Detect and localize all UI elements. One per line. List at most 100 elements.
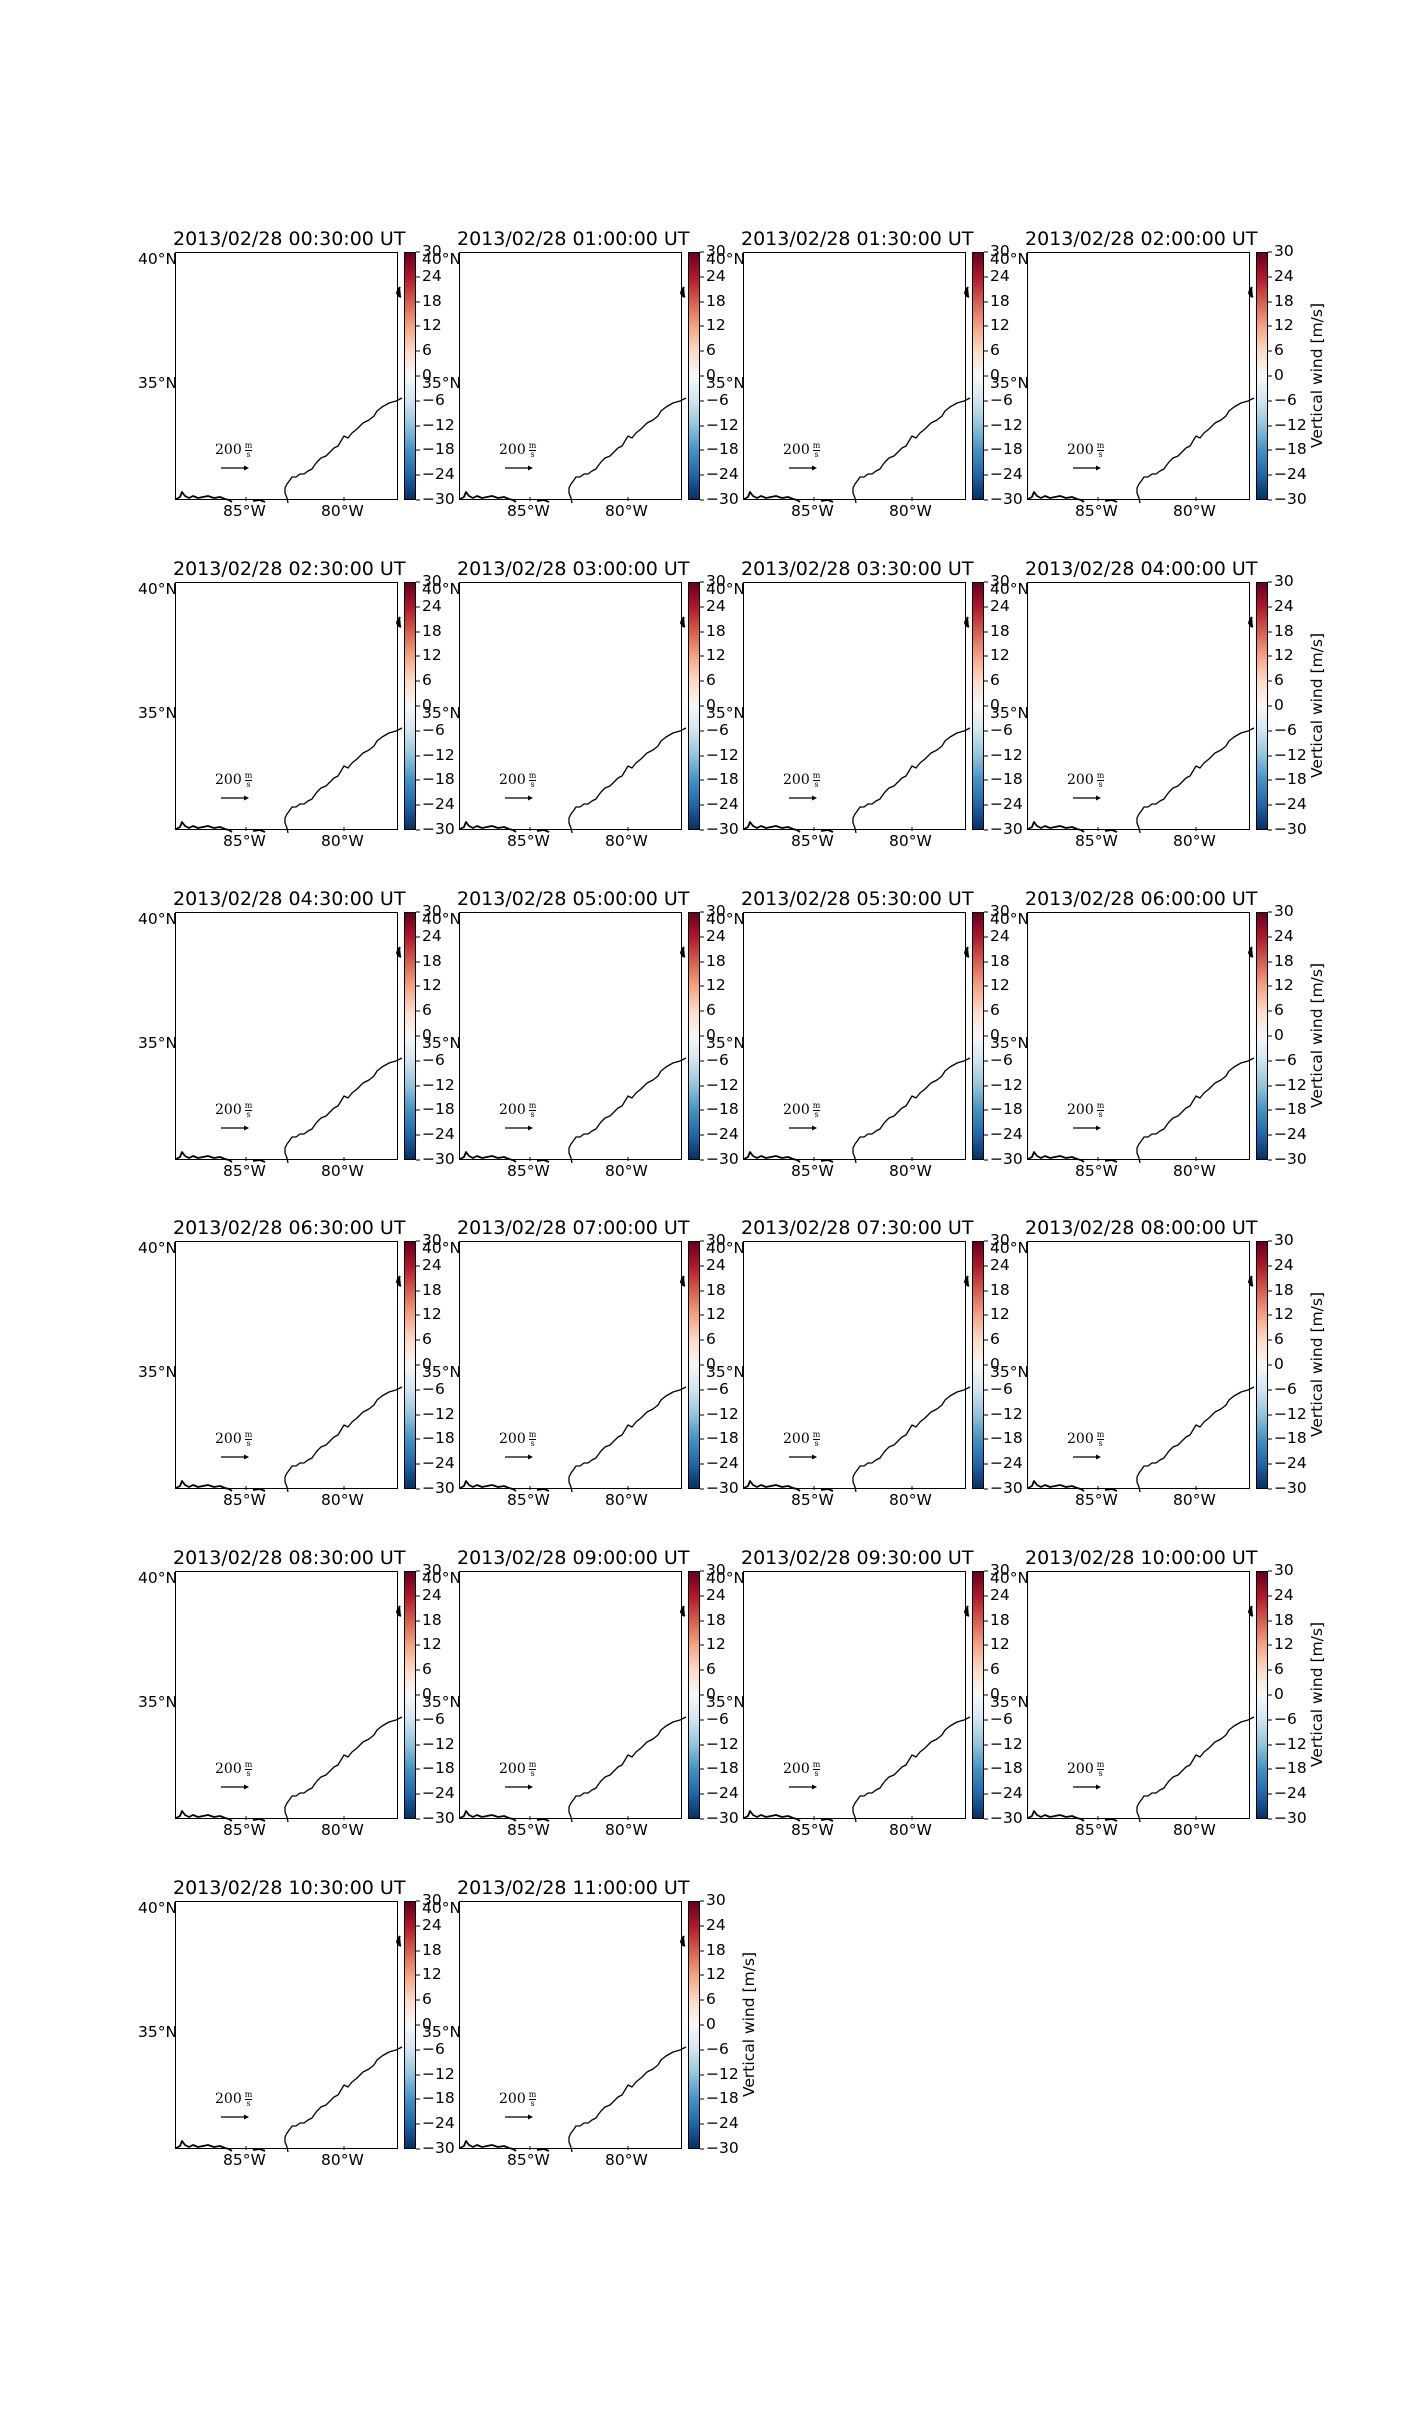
lon-label: 85°W xyxy=(223,1162,266,1180)
panel-title: 2013/02/28 10:00:00 UT xyxy=(1025,1547,1258,1569)
colorbar-tick-mark xyxy=(984,1669,988,1671)
lat-label: 40°N xyxy=(138,1569,178,1587)
colorbar-tick-label: −12 xyxy=(706,745,739,764)
quiver-unit-numerator: m xyxy=(1096,1430,1105,1440)
colorbar-tick-label: 18 xyxy=(706,1610,726,1629)
quiver-key-arrowhead xyxy=(244,2114,249,2120)
colorbar-tick-label: 18 xyxy=(1274,1610,1294,1629)
colorbar-tick-mark xyxy=(1268,1085,1272,1087)
quiver-key-arrowhead xyxy=(244,795,249,801)
quiver-key-value: 200 xyxy=(215,442,242,459)
map-canvas xyxy=(1027,286,1255,504)
colorbar-tick-mark xyxy=(1268,1035,1272,1037)
colorbar-tick-mark xyxy=(1268,1818,1272,1820)
colorbar-tick-mark xyxy=(700,755,704,757)
colorbar-tick-mark xyxy=(700,1744,704,1746)
colorbar-tick-label: −12 xyxy=(1274,1734,1307,1753)
colorbar xyxy=(688,1571,700,1819)
map-axes xyxy=(459,1901,687,2153)
colorbar-tick-mark xyxy=(984,655,988,657)
panel-title: 2013/02/28 10:30:00 UT xyxy=(173,1877,406,1899)
coastline xyxy=(568,1386,687,1493)
colorbar-tick-mark xyxy=(416,375,420,377)
colorbar-tick-mark xyxy=(416,1134,420,1136)
quiver-unit-denominator: s xyxy=(814,1438,819,1448)
colorbar-tick-label: −12 xyxy=(1274,1075,1307,1094)
map-canvas xyxy=(175,286,403,504)
colorbar-tick-label: 6 xyxy=(422,1001,432,1020)
colorbar-tick-mark xyxy=(700,1644,704,1646)
colorbar-tick-mark xyxy=(984,301,988,303)
colorbar-tick-mark xyxy=(984,730,988,732)
colorbar-tick-mark xyxy=(416,1669,420,1671)
colorbar-tick-label: 0 xyxy=(1274,366,1284,384)
colorbar-tick-label: −12 xyxy=(706,2064,739,2083)
colorbar xyxy=(404,1241,416,1489)
colorbar-tick-mark xyxy=(984,1339,988,1341)
colorbar-tick-label: 24 xyxy=(422,1585,442,1604)
colorbar-tick-label: −6 xyxy=(706,1379,729,1398)
lon-label: 85°W xyxy=(223,1821,266,1839)
map-canvas xyxy=(743,1275,971,1493)
colorbar-tick-mark xyxy=(416,631,420,633)
colorbar-tick-label: 12 xyxy=(706,1965,726,1984)
colorbar-tick-mark xyxy=(984,276,988,278)
quiver-key-arrowhead xyxy=(528,795,533,801)
coastline xyxy=(284,2046,403,2153)
colorbar-tick-mark xyxy=(416,655,420,657)
colorbar-tick-label: −12 xyxy=(422,415,455,434)
colorbar-tick-label: −12 xyxy=(706,415,739,434)
colorbar xyxy=(688,252,700,500)
quiver-key-value: 200 xyxy=(215,1431,242,1448)
colorbar-tick-label: 18 xyxy=(990,621,1010,640)
quiver-key-label: 200 m s xyxy=(215,1102,253,1118)
lon-label: 85°W xyxy=(1075,1821,1118,1839)
colorbar-tick-mark xyxy=(700,1240,704,1242)
colorbar-tick-label: −12 xyxy=(990,1404,1023,1423)
coastline xyxy=(568,727,687,834)
colorbar-tick-mark xyxy=(984,1744,988,1746)
colorbar-tick-label: −30 xyxy=(422,2139,455,2157)
colorbar-tick-mark xyxy=(1268,1364,1272,1366)
quiver-key-value: 200 xyxy=(499,442,526,459)
lon-label: 80°W xyxy=(889,1491,932,1509)
colorbar-tick-label: −6 xyxy=(1274,1379,1297,1398)
map-canvas xyxy=(459,1935,687,2153)
colorbar-tick-mark xyxy=(984,400,988,402)
coastline xyxy=(284,1386,403,1493)
colorbar xyxy=(404,582,416,830)
quiver-key-label: 200 m s xyxy=(215,1431,253,1448)
colorbar-tick-mark xyxy=(1268,911,1272,913)
colorbar-tick-mark xyxy=(1268,1488,1272,1490)
colorbar-tick-label: −24 xyxy=(990,1125,1023,1144)
lon-label: 80°W xyxy=(889,832,932,850)
lat-label: 40°N xyxy=(138,250,178,268)
colorbar-tick-label: −18 xyxy=(706,440,739,459)
colorbar-tick-label: 0 xyxy=(1274,1026,1284,1044)
colorbar-tick-mark xyxy=(700,985,704,987)
colorbar-tick-mark xyxy=(700,1925,704,1927)
colorbar xyxy=(688,582,700,830)
panel-title: 2013/02/28 09:30:00 UT xyxy=(741,1547,974,1569)
colorbar-tick-label: 12 xyxy=(422,316,442,335)
colorbar-tick-mark xyxy=(984,1010,988,1012)
colorbar-tick-mark xyxy=(700,350,704,352)
quiver-key-arrowhead xyxy=(528,1454,533,1460)
colorbar-tick-mark xyxy=(700,1768,704,1770)
coastline xyxy=(1136,1386,1255,1493)
lon-label: 85°W xyxy=(223,502,266,520)
colorbar-tick-mark xyxy=(700,581,704,583)
quiver-unit-denominator: s xyxy=(1098,779,1103,789)
colorbar-tick-label: −18 xyxy=(706,1100,739,1119)
lon-label: 80°W xyxy=(889,1162,932,1180)
colorbar-tick-label: −24 xyxy=(422,465,455,484)
gulf-coastline xyxy=(1027,821,1118,833)
quiver-key-value: 200 xyxy=(1067,772,1094,789)
map-canvas xyxy=(175,1275,403,1493)
colorbar-tick-label: −18 xyxy=(990,1759,1023,1778)
colorbar-tick-mark xyxy=(700,1314,704,1316)
colorbar-tick-mark xyxy=(416,1793,420,1795)
colorbar-tick-label: −6 xyxy=(422,1050,445,1069)
coastline xyxy=(568,397,687,504)
